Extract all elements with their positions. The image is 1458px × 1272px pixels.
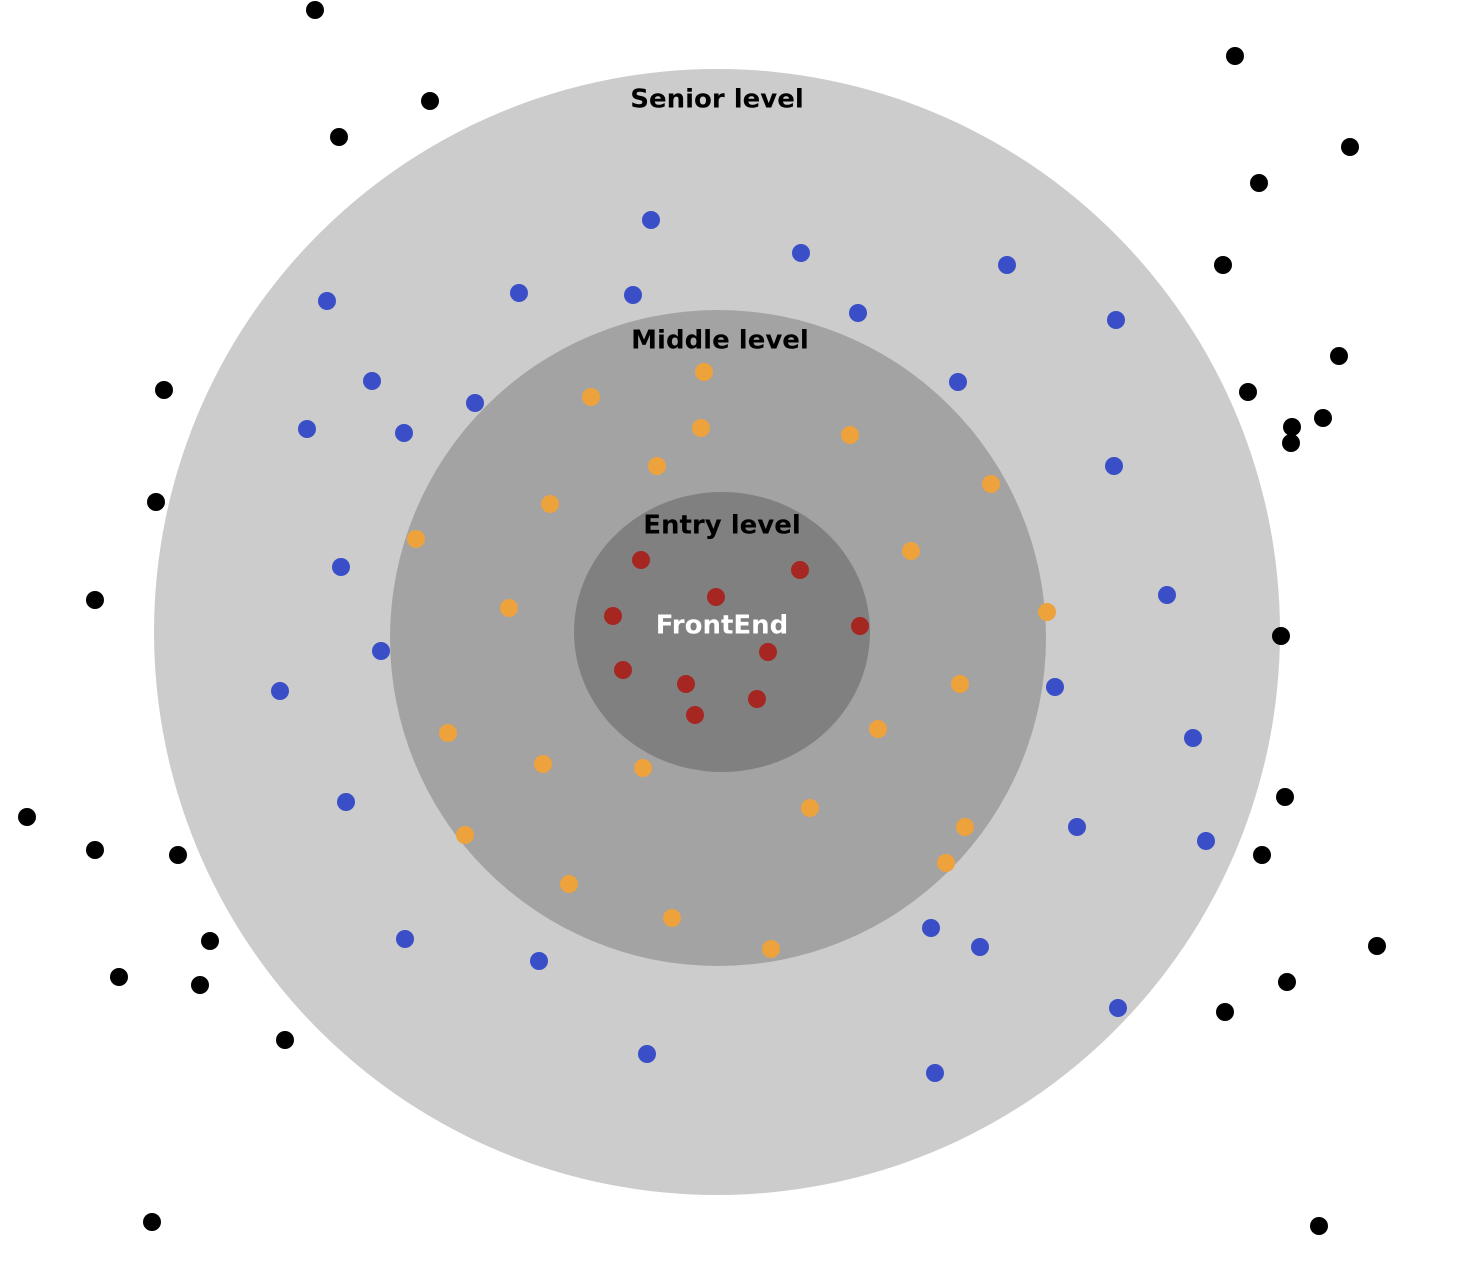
- blue-dot-30: [926, 1064, 944, 1082]
- entry-level-label: Entry level: [643, 511, 801, 541]
- blue-dot-18: [271, 682, 289, 700]
- orange-dot-18: [956, 818, 974, 836]
- black-dot-29: [1216, 1003, 1234, 1021]
- blue-dot-8: [1107, 311, 1125, 329]
- orange-dot-1: [695, 363, 713, 381]
- orange-dot-11: [1038, 603, 1056, 621]
- black-dot-15: [1226, 47, 1244, 65]
- blue-dot-29: [638, 1045, 656, 1063]
- black-dot-17: [1250, 174, 1268, 192]
- orange-dot-19: [456, 826, 474, 844]
- orange-dot-9: [902, 542, 920, 560]
- orange-dot-6: [982, 475, 1000, 493]
- black-dot-14: [143, 1213, 161, 1231]
- black-dot-2: [421, 92, 439, 110]
- blue-dot-27: [530, 952, 548, 970]
- blue-dot-22: [1068, 818, 1086, 836]
- red-dot-1: [632, 551, 650, 569]
- blue-dot-25: [396, 930, 414, 948]
- black-dot-24: [1272, 627, 1290, 645]
- red-dot-2: [791, 561, 809, 579]
- black-dot-18: [1214, 256, 1232, 274]
- red-dot-9: [748, 690, 766, 708]
- red-dot-4: [604, 607, 622, 625]
- orange-dot-16: [634, 759, 652, 777]
- dots-group: [18, 1, 1386, 1235]
- black-dot-25: [1276, 788, 1294, 806]
- black-dot-4: [155, 381, 173, 399]
- orange-dot-3: [692, 419, 710, 437]
- black-dot-10: [201, 932, 219, 950]
- orange-dot-8: [407, 530, 425, 548]
- blue-dot-14: [1105, 457, 1123, 475]
- black-dot-9: [169, 846, 187, 864]
- blue-dot-23: [1197, 832, 1215, 850]
- black-dot-27: [1368, 937, 1386, 955]
- blue-dot-6: [624, 286, 642, 304]
- black-dot-19: [1330, 347, 1348, 365]
- black-dot-20: [1239, 383, 1257, 401]
- black-dot-16: [1341, 138, 1359, 156]
- black-dot-1: [306, 1, 324, 19]
- blue-dot-26: [971, 938, 989, 956]
- orange-dot-22: [663, 909, 681, 927]
- orange-dot-10: [500, 599, 518, 617]
- orange-dot-15: [534, 755, 552, 773]
- orange-dot-5: [648, 457, 666, 475]
- black-dot-30: [1310, 1217, 1328, 1235]
- orange-dot-20: [937, 854, 955, 872]
- red-dot-5: [851, 617, 869, 635]
- orange-dot-14: [439, 724, 457, 742]
- black-dot-13: [276, 1031, 294, 1049]
- red-dot-10: [686, 706, 704, 724]
- blue-dot-28: [1109, 999, 1127, 1017]
- black-dot-26: [1253, 846, 1271, 864]
- orange-dot-13: [869, 720, 887, 738]
- blue-dot-21: [337, 793, 355, 811]
- orange-dot-12: [951, 675, 969, 693]
- black-dot-11: [110, 968, 128, 986]
- black-dot-22: [1283, 418, 1301, 436]
- blue-dot-13: [395, 424, 413, 442]
- black-dot-28: [1278, 973, 1296, 991]
- red-dot-7: [614, 661, 632, 679]
- blue-dot-15: [332, 558, 350, 576]
- orange-dot-17: [801, 799, 819, 817]
- red-dot-3: [707, 588, 725, 606]
- middle-level-label: Middle level: [631, 326, 809, 356]
- blue-dot-9: [363, 372, 381, 390]
- orange-dot-7: [541, 495, 559, 513]
- blue-dot-3: [998, 256, 1016, 274]
- blue-dot-2: [792, 244, 810, 262]
- senior-level-label: Senior level: [630, 85, 804, 115]
- blue-dot-17: [372, 642, 390, 660]
- black-dot-5: [147, 493, 165, 511]
- blue-dot-19: [1046, 678, 1064, 696]
- blue-dot-5: [510, 284, 528, 302]
- black-dot-12: [191, 976, 209, 994]
- blue-dot-7: [849, 304, 867, 322]
- orange-dot-2: [582, 388, 600, 406]
- blue-dot-4: [318, 292, 336, 310]
- red-dot-6: [759, 643, 777, 661]
- black-dot-21: [1314, 409, 1332, 427]
- blue-dot-24: [922, 919, 940, 937]
- blue-dot-1: [642, 211, 660, 229]
- black-dot-7: [18, 808, 36, 826]
- black-dot-23: [1282, 434, 1300, 452]
- frontend-center-label: FrontEnd: [656, 611, 789, 641]
- blue-dot-16: [1158, 586, 1176, 604]
- orange-dot-4: [841, 426, 859, 444]
- blue-dot-12: [298, 420, 316, 438]
- orange-dot-23: [762, 940, 780, 958]
- black-dot-8: [86, 841, 104, 859]
- black-dot-6: [86, 591, 104, 609]
- blue-dot-10: [949, 373, 967, 391]
- blue-dot-20: [1184, 729, 1202, 747]
- black-dot-3: [330, 128, 348, 146]
- orange-dot-21: [560, 875, 578, 893]
- blue-dot-11: [466, 394, 484, 412]
- red-dot-8: [677, 675, 695, 693]
